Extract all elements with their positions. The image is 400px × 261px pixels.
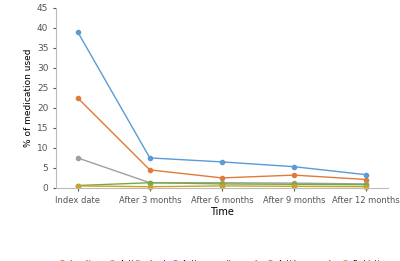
Antidiarrheal (364, 182, 369, 186)
Y-axis label: % of medication used: % of medication used (24, 49, 33, 147)
Legend: Laxatives, Antidiarrheal, Antispasmodic agents, Antidepressants, Probiotics: Laxatives, Antidiarrheal, Antispasmodic … (56, 260, 388, 261)
Antidepressants (148, 181, 152, 184)
Laxatives (148, 168, 152, 171)
Antidepressants (292, 183, 296, 186)
Laxatives (220, 176, 224, 180)
Antispasmodic agents (220, 160, 224, 163)
Antidiarrheal (220, 181, 224, 184)
Line: Antispasmodic agents: Antispasmodic agents (76, 30, 368, 177)
Line: Antidepressants: Antidepressants (76, 181, 368, 188)
Probiotics (364, 185, 369, 188)
Probiotics (75, 184, 80, 187)
Antidiarrheal (148, 181, 152, 184)
Line: Laxatives: Laxatives (76, 96, 368, 182)
X-axis label: Time: Time (210, 207, 234, 217)
Antidiarrheal (75, 156, 80, 159)
Laxatives (75, 96, 80, 99)
Antidepressants (364, 183, 369, 186)
Antispasmodic agents (364, 173, 369, 176)
Antidepressants (75, 184, 80, 187)
Line: Probiotics: Probiotics (76, 184, 368, 189)
Laxatives (292, 174, 296, 177)
Probiotics (220, 184, 224, 187)
Antispasmodic agents (292, 165, 296, 168)
Line: Antidiarrheal: Antidiarrheal (76, 156, 368, 186)
Antispasmodic agents (148, 156, 152, 159)
Probiotics (148, 185, 152, 188)
Probiotics (292, 185, 296, 188)
Laxatives (364, 178, 369, 181)
Antidepressants (220, 182, 224, 186)
Antidiarrheal (292, 182, 296, 185)
Antispasmodic agents (75, 30, 80, 33)
